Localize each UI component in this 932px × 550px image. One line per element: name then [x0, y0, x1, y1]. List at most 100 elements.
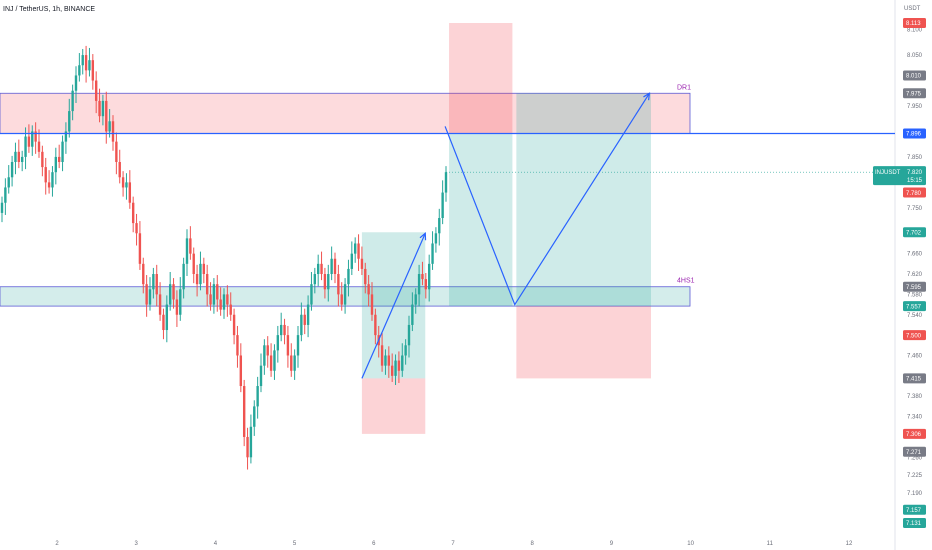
candle [313, 274, 317, 285]
candle [434, 233, 438, 244]
candle [431, 243, 434, 264]
candle [101, 100, 105, 117]
candle [374, 314, 377, 336]
x-axis-ticks: 2 3 4 5 6 7 8 9 10 11 12 [55, 541, 853, 547]
candle [320, 263, 323, 275]
price-badge-label: 7.702 [906, 230, 922, 236]
zone-dr1 [0, 92, 691, 134]
candle [367, 284, 370, 295]
candle [310, 284, 313, 305]
candle [296, 335, 300, 356]
candle [182, 263, 185, 290]
candle [239, 355, 243, 387]
price-badge [903, 428, 926, 439]
candle [293, 355, 296, 371]
candle [236, 335, 239, 356]
zone-label-4hs1: 4HS1 [677, 278, 695, 285]
price-badge [903, 88, 926, 99]
price-badge-label: 7.500 [906, 333, 922, 339]
price-badge-label: 7.557 [906, 304, 922, 310]
y-tick-label: 7.260 [907, 455, 923, 461]
price-badge-label: 7.820 [907, 170, 923, 176]
y-tick-label: 7.460 [907, 353, 923, 359]
candle [121, 177, 125, 188]
price-badge-label: 7.157 [906, 508, 922, 514]
candle [115, 141, 118, 163]
candle [269, 355, 273, 371]
candle [360, 258, 364, 269]
price-badge [903, 70, 926, 81]
candle [199, 263, 202, 285]
candle [397, 360, 401, 371]
candle [135, 223, 138, 234]
candle [0, 202, 4, 213]
y-tick-label: 7.340 [907, 415, 923, 421]
candle [327, 274, 330, 290]
y-tick-label: 7.750 [907, 206, 923, 212]
candle [148, 289, 152, 305]
x-tick-label: 3 [135, 541, 139, 547]
candle [74, 75, 78, 91]
candle [364, 268, 367, 285]
price-badge [903, 373, 926, 384]
candle [330, 258, 333, 275]
candle [24, 136, 27, 157]
candle [380, 345, 384, 366]
y-tick-label: 7.225 [907, 473, 923, 479]
candle [306, 304, 310, 325]
price-badge [903, 227, 926, 238]
position-3-stop [516, 306, 651, 379]
candle [162, 314, 165, 331]
candle [202, 263, 206, 275]
price-badge [903, 187, 926, 198]
candle [290, 355, 293, 371]
candle [441, 192, 444, 219]
candles-layer [0, 45, 448, 470]
candle [242, 386, 246, 437]
candle [91, 60, 95, 81]
candle [189, 238, 192, 254]
positions-layer [361, 23, 651, 434]
candle [10, 162, 14, 178]
candle [411, 304, 414, 325]
candle [205, 274, 209, 295]
position-1-stop [361, 378, 426, 434]
position-2-stop [449, 23, 513, 134]
candle [88, 60, 91, 71]
candle [27, 136, 31, 147]
candle [404, 345, 407, 356]
candle [347, 268, 350, 285]
candle [78, 65, 81, 76]
candle [145, 284, 148, 305]
candle [256, 386, 259, 407]
price-badge [903, 446, 926, 457]
price-badge [903, 330, 926, 341]
candle [4, 187, 7, 203]
candle [343, 284, 347, 305]
candle [61, 141, 64, 163]
position-3-target [516, 93, 651, 307]
candle [131, 202, 135, 224]
candle [283, 324, 286, 336]
price-badge [903, 128, 926, 139]
y-tick-label: 7.580 [907, 292, 923, 298]
candle [212, 284, 216, 305]
y-tick-label: 7.850 [907, 155, 923, 161]
candle [155, 274, 158, 295]
candle [253, 406, 256, 427]
candle [323, 274, 327, 290]
x-tick-label: 5 [293, 541, 297, 547]
candle [142, 263, 145, 285]
candle [259, 365, 263, 387]
price-badge-label: 7.780 [906, 191, 922, 197]
x-tick-label: 12 [846, 541, 853, 547]
x-tick-label: 10 [687, 541, 694, 547]
price-badge-label: 8.010 [906, 74, 922, 80]
candle [20, 156, 24, 163]
candle [300, 314, 303, 336]
candle [41, 151, 44, 168]
candle [417, 274, 421, 295]
price-badge [903, 504, 926, 515]
price-badge-label: 7.975 [906, 91, 922, 97]
